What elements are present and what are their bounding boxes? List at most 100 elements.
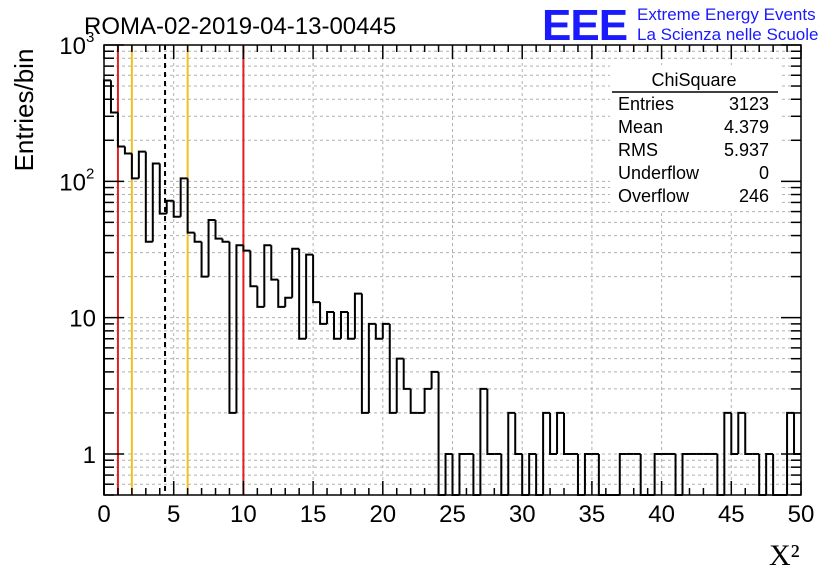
histogram-bin	[528, 452, 537, 495]
x-tick-label: 25	[439, 501, 466, 528]
histogram-bin	[214, 220, 223, 240]
histogram-bin	[730, 412, 739, 455]
histogram-bin	[270, 245, 279, 281]
histogram-bin	[346, 311, 355, 340]
y-tick-label: 1	[83, 442, 96, 469]
histogram-bin	[235, 244, 244, 413]
histogram-bin	[151, 162, 160, 242]
x-tick-label: 20	[369, 501, 396, 528]
histogram-bin	[353, 292, 362, 339]
stats-row-value: 0	[759, 163, 769, 183]
histogram-bin	[186, 178, 195, 234]
stats-row-label: RMS	[618, 140, 658, 160]
histogram-bin	[507, 411, 516, 495]
x-tick-label: 35	[579, 501, 606, 528]
histogram-bin	[402, 358, 411, 390]
histogram-bin	[437, 371, 446, 496]
y-tick-label: 10	[59, 33, 86, 60]
histogram-bin	[242, 245, 251, 252]
histogram-bin	[137, 150, 146, 179]
histogram-bin	[165, 199, 174, 214]
stats-row-label: Overflow	[618, 186, 690, 206]
chart-title: ROMA-02-2019-04-13-00445	[84, 13, 396, 40]
histogram-bin	[681, 452, 690, 495]
eee-logo-mark: EEE	[542, 1, 627, 50]
histogram-bin	[793, 412, 801, 455]
x-tick-label: 30	[509, 501, 536, 528]
histogram-bin	[381, 322, 390, 339]
x-tick-label: 15	[300, 501, 327, 528]
histogram-bin	[744, 412, 753, 455]
histogram-bin	[339, 310, 348, 339]
histogram-bin	[737, 411, 746, 454]
histogram-bin	[172, 200, 181, 218]
histogram-bin	[144, 151, 153, 243]
histogram-bin	[430, 370, 439, 389]
histogram-bin	[249, 250, 258, 288]
histogram-bin	[723, 411, 732, 495]
histogram-bin	[312, 254, 321, 304]
histogram-bin	[109, 80, 118, 114]
stats-box: ChiSquare Entries 3123 Mean 4.379 RMS 5.937 Un…	[610, 65, 780, 210]
histogram-bin	[765, 452, 774, 495]
histogram-bin	[653, 452, 662, 495]
x-tick-label: 50	[788, 501, 815, 528]
histogram-bin	[116, 112, 125, 148]
logo-line-1: Extreme Energy Events	[637, 5, 816, 24]
logo-line-2: La Scienza nelle Scuole	[637, 25, 818, 44]
histogram-bin	[556, 411, 565, 454]
histogram-bin	[367, 322, 376, 413]
x-tick-label: 0	[97, 501, 110, 528]
stats-box-background	[610, 65, 780, 210]
y-tick-exponent: 3	[86, 29, 94, 46]
histogram-bin	[298, 248, 307, 340]
histogram-bin	[123, 146, 132, 155]
histogram-bin	[193, 232, 202, 243]
histogram-bin	[444, 452, 453, 495]
histogram-bin	[291, 247, 300, 298]
stats-rows: Entries 3123 Mean 4.379 RMS 5.937 Underflow 0 Ov…	[618, 94, 769, 206]
histogram-bin	[374, 323, 383, 340]
histogram-bin	[360, 293, 369, 414]
histogram-bin	[423, 387, 432, 413]
stats-row-value: 4.379	[724, 117, 769, 137]
x-tick-label: 40	[648, 501, 675, 528]
histogram-bin	[130, 153, 139, 180]
histogram-bin	[284, 296, 293, 307]
histogram-bin	[458, 452, 467, 495]
histogram-bin	[263, 244, 272, 307]
histogram-bin	[388, 323, 397, 414]
histogram-bin	[563, 412, 571, 455]
eee-logo: EEE Extreme Energy Events La Scienza nel…	[542, 1, 818, 50]
histogram-bin	[277, 279, 286, 308]
x-tick-label: 5	[167, 501, 180, 528]
histogram-bin	[409, 388, 418, 414]
stats-row-label: Underflow	[618, 163, 700, 183]
axis-ticks	[103, 44, 802, 496]
histogram-bin	[326, 310, 335, 324]
histogram-bin	[221, 238, 230, 243]
histogram-bin	[514, 412, 523, 455]
stats-row-value: 246	[739, 186, 769, 206]
histogram-bin	[549, 412, 558, 455]
y-tick-exponent: 2	[86, 165, 94, 182]
histogram-bin	[333, 311, 341, 340]
y-tick-label: 10	[69, 306, 96, 333]
histogram-bin	[486, 388, 495, 455]
histogram-bin	[158, 163, 167, 215]
histogram-bin	[542, 411, 551, 495]
x-tick-labels: 0 5 10 15 20 25 30 35 40 45 50	[97, 501, 814, 528]
reference-lines	[116, 45, 245, 495]
histogram-bin	[618, 452, 627, 495]
stats-row-label: Entries	[618, 94, 674, 114]
histogram-bin	[207, 219, 216, 277]
x-tick-label: 45	[718, 501, 745, 528]
histogram-bin	[319, 302, 328, 325]
histogram-bin	[256, 286, 265, 308]
histogram-bin	[479, 387, 488, 495]
x-tick-label: 10	[230, 501, 257, 528]
histogram-bin	[395, 357, 404, 413]
histogram-bin	[179, 177, 188, 217]
y-axis-label: Entries/bin	[9, 49, 39, 172]
